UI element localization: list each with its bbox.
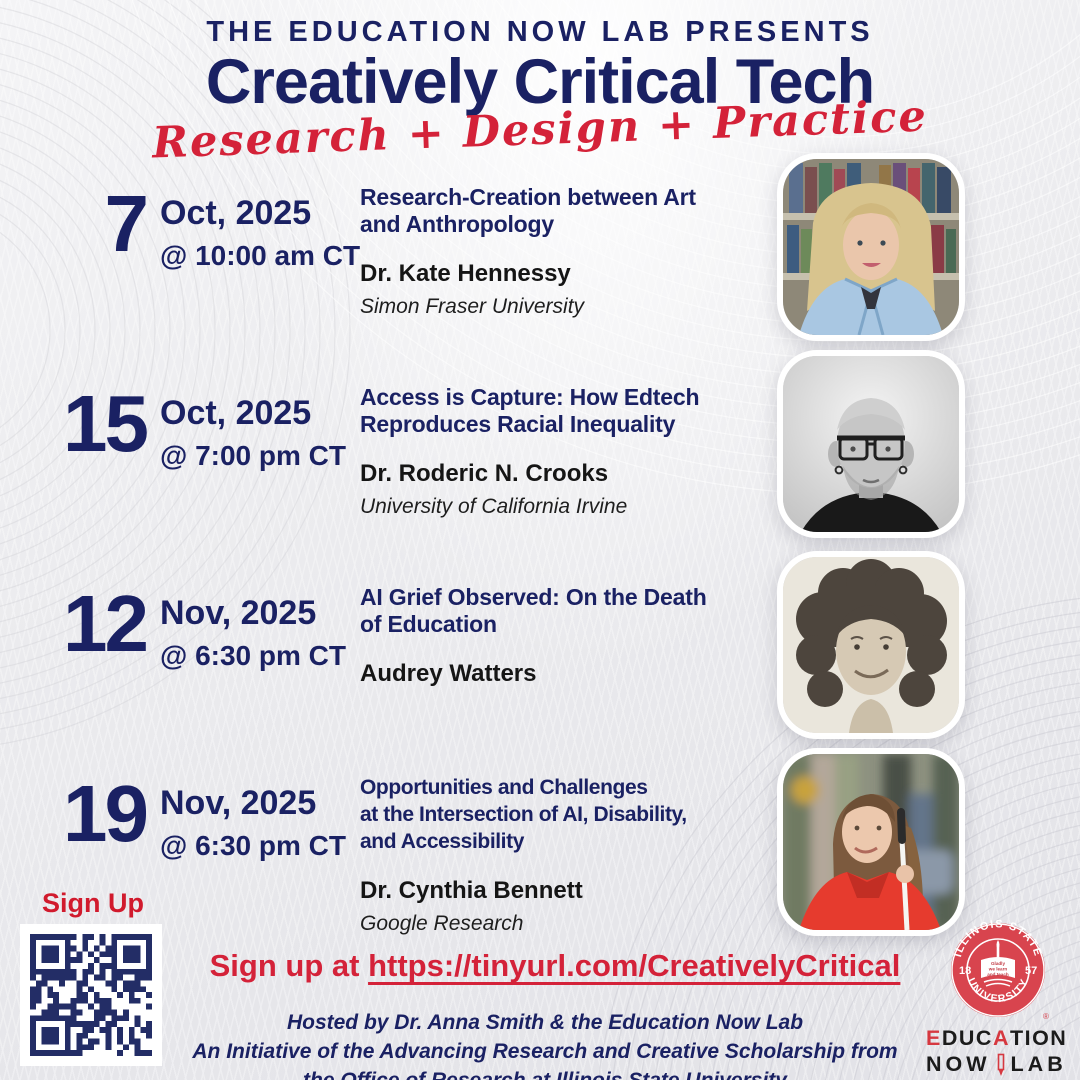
seal-registered-mark: ® [1043,1012,1049,1021]
speaker-affiliation: University of California Irvine [360,495,628,518]
speaker-photo-cynthia-bennett [777,748,965,936]
event-day-number: 15 [63,379,149,468]
event-time: @ 6:30 pm CT [160,830,347,861]
enl-logo-line2: NOW LAB [926,1052,1072,1077]
presented-by-line: THE EDUCATION NOW LAB PRESENTS [206,16,874,48]
seal-year-57: 57 [1025,965,1037,977]
speaker-photo-kate-hennessy [777,153,965,341]
enl-letters-tion: TION [1009,1026,1068,1050]
event-row-1: 7 Oct, 2025 @ 10:00 am CT Research-Creat… [0,180,780,380]
event-info: Access is Capture: How Edtech Reproduces … [360,384,780,519]
event-row-4: 19 Nov, 2025 @ 6:30 pm CT Opportunities … [0,770,780,970]
enl-letters-now: NOW [926,1052,991,1076]
event-datetime: Oct, 2025 @ 7:00 pm CT [160,394,346,472]
signup-cta-prefix: Sign up at [209,948,369,983]
event-time: @ 7:00 pm CT [160,440,347,471]
poster-title: Creatively Critical Tech [205,47,875,117]
education-now-lab-logo: E DUC A TION NOW LAB [926,1026,1072,1077]
talk-title: AI Grief Observed: On the Death of Educat… [360,584,707,637]
portrait-roderic-crooks-image [783,356,959,532]
talk-title: Access is Capture: How Edtech Reproduces … [360,384,700,437]
speaker-name: Dr. Cynthia Bennett [360,877,583,904]
talk-title: Opportunities and Challenges at the Inter… [360,776,687,853]
enl-letters-lab: LAB [1010,1052,1067,1076]
event-day-number: 7 [104,179,150,268]
seal-motto-1: Gladly [991,961,1005,966]
speaker-photo-roderic-crooks [777,350,965,538]
isu-seal-image: ILLINOIS STATE UNIVERSITY 18 57 Gladly w… [951,918,1049,1021]
event-info: AI Grief Observed: On the Death of Educat… [360,584,780,695]
event-day-number: 12 [63,579,149,668]
speaker-name: Dr. Roderic N. Crooks [360,460,609,487]
qr-code [20,924,162,1066]
signup-label: Sign Up [42,888,144,918]
pencil-icon [997,1053,1004,1076]
event-row-2: 15 Oct, 2025 @ 7:00 pm CT Access is Capt… [0,380,780,580]
portrait-audrey-watters-image [783,557,959,733]
event-date: Nov, 2025 [160,594,317,632]
event-day-number: 19 [63,769,149,858]
event-date: Oct, 2025 [160,394,312,432]
event-time: @ 10:00 am CT [160,240,361,271]
enl-logo-line1: E DUC A TION [926,1026,1072,1051]
event-datetime: Nov, 2025 @ 6:30 pm CT [160,784,346,862]
monitor-e-icon: E [926,1026,942,1050]
illinois-state-university-seal: ILLINOIS STATE UNIVERSITY 18 57 Gladly w… [948,918,1050,1022]
footer-credits: Hosted by Dr. Anna Smith & the Education… [192,1011,898,1080]
event-info: Research-Creation between Art and Anthrop… [360,184,780,319]
seal-year-18: 18 [959,965,971,977]
speaker-photo-audrey-watters [777,551,965,739]
event-row-3: 12 Nov, 2025 @ 6:30 pm CT AI Grief Obser… [0,580,780,780]
speaker-name: Dr. Kate Hennessy [360,260,571,287]
event-datetime: Nov, 2025 @ 6:30 pm CT [160,594,346,672]
event-info: Opportunities and Challenges at the Inter… [360,774,780,936]
speaker-affiliation: Google Research [360,912,524,935]
signup-cta: Sign up at https://tinyurl.com/Creativel… [120,948,990,984]
seal-torch-and-book-emblem: Gladly we learn and teach [981,940,1015,987]
event-date: Nov, 2025 [160,784,317,822]
talk-title: Research-Creation between Art and Anthrop… [360,184,696,237]
speaker-affiliation: Simon Fraser University [360,295,585,318]
pencil-a-icon: A [992,1026,1010,1050]
speaker-name: Audrey Watters [360,660,537,687]
event-time: @ 6:30 pm CT [160,640,347,671]
seal-motto-2: we learn [988,967,1008,972]
portrait-kate-hennessy-image [783,159,959,335]
seal-motto-3: and teach [987,972,1009,977]
portrait-cynthia-bennett-image [783,754,959,930]
event-date: Oct, 2025 [160,194,312,232]
event-datetime: Oct, 2025 @ 10:00 am CT [160,194,360,272]
enl-letters-duc: DUC [941,1026,993,1050]
qr-code-image [30,934,152,1056]
signup-url-link[interactable]: https://tinyurl.com/CreativelyCritical [368,948,901,983]
